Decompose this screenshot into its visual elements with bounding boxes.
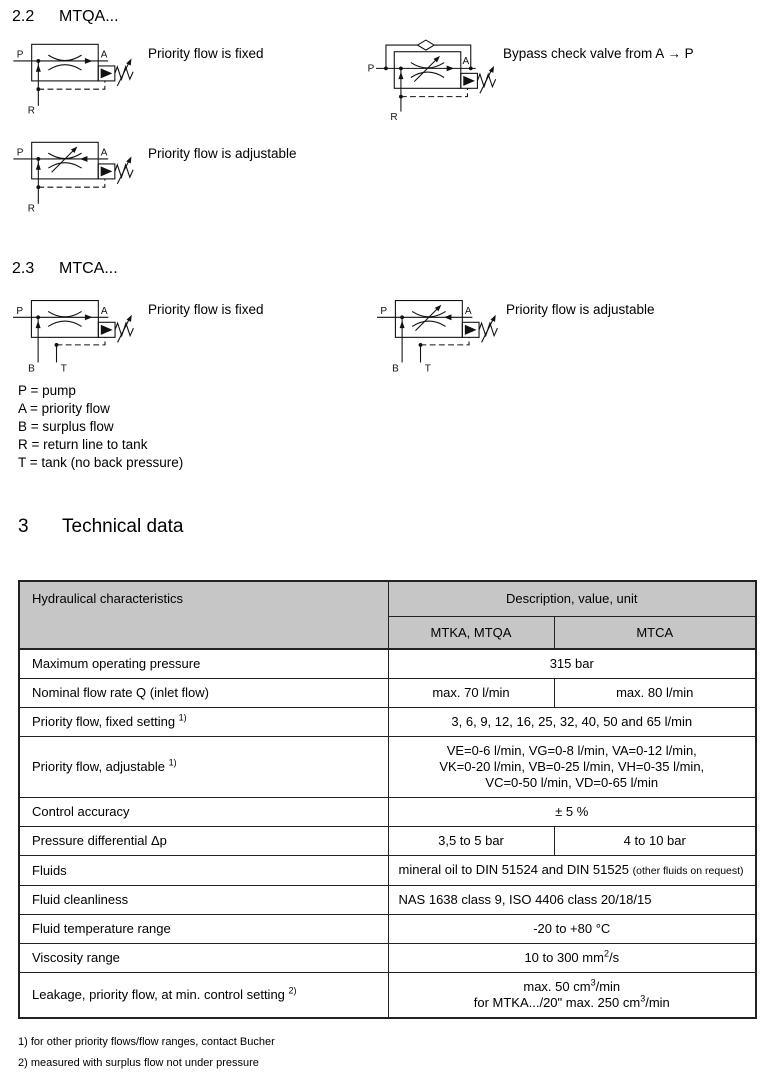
section-2-2-heading: 2.2 MTQA... <box>12 8 119 26</box>
table-row: Control accuracy ± 5 % <box>18 797 757 827</box>
table-row: Viscosity range 10 to 300 mm2/s <box>18 943 757 973</box>
mtqa-bypass-schematic: P A R <box>368 39 497 122</box>
mtqa-fixed-schematic: P A R <box>13 43 134 115</box>
row-value: mineral oil to DIN 51524 and DIN 51525 (… <box>387 855 757 886</box>
legend-line: A = priority flow <box>18 401 110 416</box>
row-value: ± 5 % <box>387 797 757 827</box>
port-label-a: A <box>465 306 472 317</box>
table-row: Fluids mineral oil to DIN 51524 and DIN 5… <box>18 855 757 886</box>
row-value: max. 50 cm3/min for MTKA.../20" max. 250 … <box>387 972 757 1019</box>
port-label-b: B <box>392 364 399 375</box>
row-label: Nominal flow rate Q (inlet flow) <box>18 678 389 708</box>
mtqa-adjustable-schematic: P A R <box>13 141 134 213</box>
mtqa-bypass-caption: Bypass check valve from A → P <box>503 46 694 61</box>
table-row: Pressure differential Δp 3,5 to 5 bar 4 to… <box>18 826 757 856</box>
header-mtka-mtqa: MTKA, MTQA <box>387 616 555 650</box>
header-description-value-unit: Description, value, unit <box>387 580 757 617</box>
port-label-t: T <box>61 364 67 375</box>
table-row: Leakage, priority flow, at min. control … <box>18 972 757 1019</box>
row-value: max. 70 l/min <box>387 678 555 708</box>
row-label: Leakage, priority flow, at min. control … <box>18 972 389 1019</box>
table-header: Hydraulical characteristics Description,… <box>18 580 757 650</box>
mtca-adjustable-caption: Priority flow is adjustable <box>506 302 655 317</box>
port-label-a: A <box>101 306 108 317</box>
row-value: 10 to 300 mm2/s <box>387 943 757 973</box>
row-value: VE=0-6 l/min, VG=0-8 l/min, VA=0-12 l/mi… <box>387 736 757 798</box>
technical-data-table: Hydraulical characteristics Description,… <box>18 580 758 1019</box>
port-legend: P = pump A = priority flow B = surplus flo… <box>18 382 183 472</box>
footnote-1: 1) for other priority flows/flow ranges,… <box>18 1036 275 1048</box>
port-label-p: P <box>368 64 375 75</box>
port-label-p: P <box>17 148 24 159</box>
section-title: Technical data <box>62 516 184 537</box>
section-2-3-heading: 2.3 MTCA... <box>12 260 118 278</box>
legend-line: P = pump <box>18 383 76 398</box>
port-label-a: A <box>101 50 108 61</box>
section-number: 3 <box>18 516 29 537</box>
row-label: Maximum operating pressure <box>18 648 389 679</box>
section-title: MTCA... <box>59 260 118 277</box>
section-number: 2.3 <box>12 260 35 277</box>
legend-line: B = surplus flow <box>18 419 114 434</box>
row-value: 3, 6, 9, 12, 16, 25, 32, 40, 50 and 65 l… <box>387 707 757 737</box>
section-title: MTQA... <box>59 8 119 25</box>
row-label: Viscosity range <box>18 943 389 973</box>
mtqa-adjustable-caption: Priority flow is adjustable <box>148 146 297 161</box>
row-value: NAS 1638 class 9, ISO 4406 class 20/18/1… <box>387 885 757 915</box>
section-number: 2.2 <box>12 8 35 25</box>
row-label: Control accuracy <box>18 797 389 827</box>
row-label: Fluid cleanliness <box>18 885 389 915</box>
table-row: Maximum operating pressure 315 bar <box>18 648 757 679</box>
table-row: Fluid cleanliness NAS 1638 class 9, ISO 4… <box>18 885 757 915</box>
port-label-a: A <box>101 148 108 159</box>
legend-line: R = return line to tank <box>18 437 148 452</box>
row-value: -20 to +80 °C <box>387 914 757 944</box>
port-label-r: R <box>28 203 35 213</box>
table-row: Nominal flow rate Q (inlet flow) max. 70 … <box>18 678 757 708</box>
row-label: Fluids <box>18 855 389 886</box>
row-value: max. 80 l/min <box>553 678 757 708</box>
row-value: 315 bar <box>387 648 757 679</box>
port-label-p: P <box>17 50 24 61</box>
legend-line: T = tank (no back pressure) <box>18 455 184 470</box>
row-label: Priority flow, fixed setting 1) <box>18 707 389 737</box>
footnote-2: 2) measured with surplus flow not under … <box>18 1057 259 1069</box>
port-label-r: R <box>390 112 397 122</box>
mtca-fixed-schematic: P A B T <box>13 300 134 375</box>
header-mtca: MTCA <box>553 616 757 650</box>
mtca-adjustable-schematic: P A B T <box>377 300 498 375</box>
table-row: Fluid temperature range -20 to +80 °C <box>18 914 757 944</box>
port-label-a: A <box>462 56 469 67</box>
table-row: Priority flow, adjustable 1) VE=0-6 l/min… <box>18 736 757 798</box>
row-label: Priority flow, adjustable 1) <box>18 736 389 798</box>
port-label-p: P <box>16 306 23 317</box>
table-row: Priority flow, fixed setting 1) 3, 6, 9, … <box>18 707 757 737</box>
row-value: 3,5 to 5 bar <box>387 826 555 856</box>
header-hydraulical-characteristics: Hydraulical characteristics <box>18 580 389 650</box>
tech-table-body: Maximum operating pressure 315 bar Nominal… <box>18 648 757 1019</box>
mtca-fixed-caption: Priority flow is fixed <box>148 302 264 317</box>
section-3-heading: 3 Technical data <box>18 516 183 538</box>
row-label: Pressure differential Δp <box>18 826 389 856</box>
row-value: 4 to 10 bar <box>553 826 757 856</box>
row-label: Fluid temperature range <box>18 914 389 944</box>
port-label-r: R <box>28 105 35 115</box>
port-label-t: T <box>425 364 431 375</box>
port-label-p: P <box>380 306 387 317</box>
mtqa-fixed-caption: Priority flow is fixed <box>148 46 264 61</box>
port-label-b: B <box>28 364 35 375</box>
